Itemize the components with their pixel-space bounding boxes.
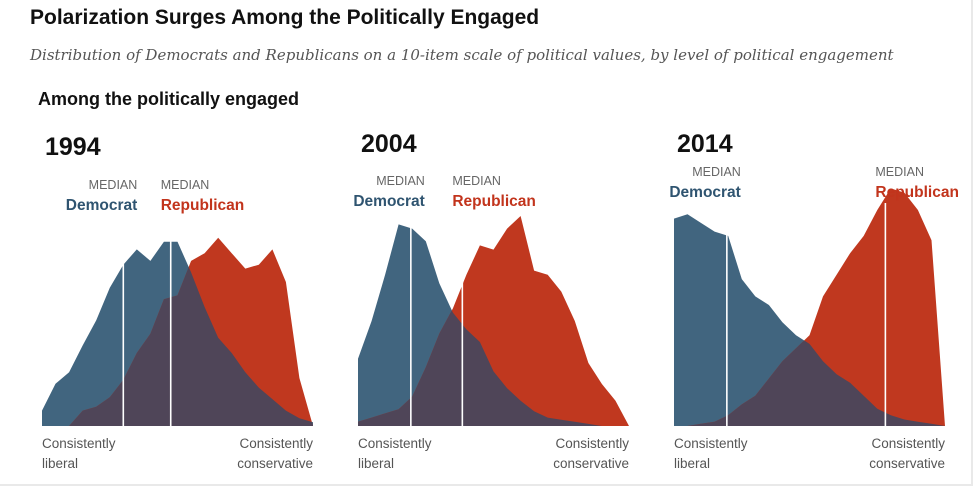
median-label-republican-2004: MEDIAN — [452, 174, 501, 188]
x-label-left-2-2004: liberal — [358, 456, 394, 471]
x-label-left-1-2014: Consistently — [674, 436, 748, 451]
democrat-area-2014 — [674, 214, 945, 426]
year-label-2004: 2004 — [361, 130, 417, 158]
x-label-left-2-2014: liberal — [674, 456, 710, 471]
x-label-right-2-1994: conservative — [237, 456, 313, 471]
x-label-left-1-2004: Consistently — [358, 436, 432, 451]
republican-label-1994: Republican — [161, 197, 245, 214]
page-title: Polarization Surges Among the Politicall… — [30, 6, 540, 29]
x-label-right-1-2004: Consistently — [555, 436, 629, 451]
democrat-label-2004: Democrat — [353, 193, 425, 210]
x-label-left-1-1994: Consistently — [42, 436, 116, 451]
x-label-right-2-2014: conservative — [869, 456, 945, 471]
page-subtitle: Distribution of Democrats and Republican… — [30, 46, 894, 64]
x-label-left-2-1994: liberal — [42, 456, 78, 471]
democrat-label-2014: Democrat — [669, 184, 741, 201]
median-label-democrat-2014: MEDIAN — [692, 165, 741, 179]
republican-area-2014 — [674, 188, 945, 426]
section-label: Among the politically engaged — [38, 89, 300, 109]
republican-label-2004: Republican — [452, 193, 536, 210]
x-label-right-1-2014: Consistently — [871, 436, 945, 451]
year-label-2014: 2014 — [677, 130, 733, 158]
year-label-1994: 1994 — [45, 133, 101, 161]
x-label-right-2-2004: conservative — [553, 456, 629, 471]
republican-label-2014: Republican — [875, 184, 959, 201]
democrat-label-1994: Democrat — [66, 197, 138, 214]
median-label-democrat-1994: MEDIAN — [89, 178, 138, 192]
median-label-republican-2014: MEDIAN — [875, 165, 924, 179]
median-label-democrat-2004: MEDIAN — [376, 174, 425, 188]
x-label-right-1-1994: Consistently — [239, 436, 313, 451]
median-label-republican-1994: MEDIAN — [161, 178, 210, 192]
